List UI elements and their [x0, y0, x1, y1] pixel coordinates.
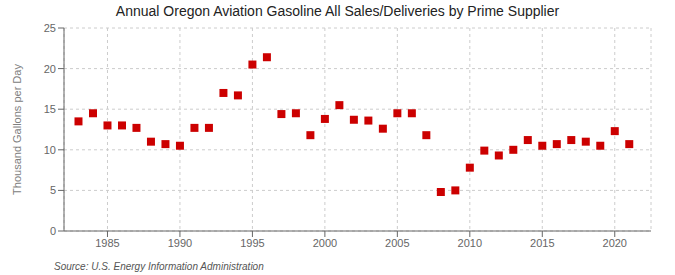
svg-text:2015: 2015 — [530, 237, 554, 249]
svg-text:2000: 2000 — [313, 237, 337, 249]
html-text:Source: U.S. Energy Informatio: Source: U.S. Energy Information Administ… — [54, 261, 264, 272]
svg-text:0: 0 — [50, 225, 56, 237]
svg-text:2005: 2005 — [385, 237, 409, 249]
html-text:Annual Oregon Aviation Gasolin: Annual Oregon Aviation Gasoline All Sale… — [115, 3, 560, 19]
svg-text:Thousand Gallons per Day: Thousand Gallons per Day — [11, 64, 23, 195]
svg-text:2020: 2020 — [603, 237, 627, 249]
svg-text:20: 20 — [44, 63, 56, 75]
svg-text:1985: 1985 — [95, 237, 119, 249]
svg-text:5: 5 — [50, 184, 56, 196]
svg-text:1995: 1995 — [240, 237, 264, 249]
svg-text:1990: 1990 — [168, 237, 192, 249]
svg-text:2010: 2010 — [458, 237, 482, 249]
svg-text:15: 15 — [44, 103, 56, 115]
svg-text:25: 25 — [44, 22, 56, 34]
svg-text:10: 10 — [44, 144, 56, 156]
